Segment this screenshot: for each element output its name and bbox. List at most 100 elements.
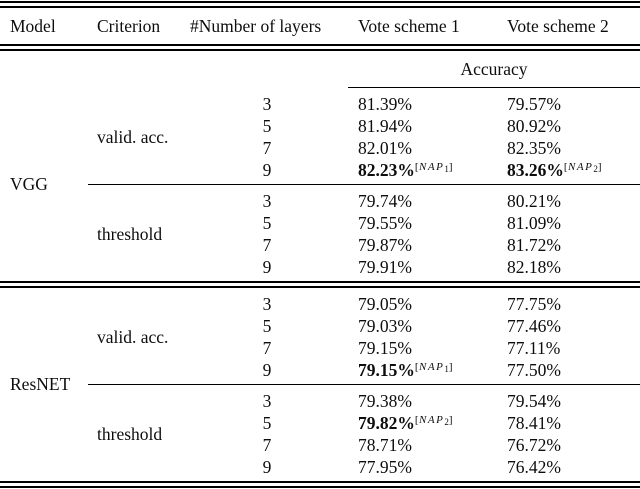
vote1-cell: 81.94% xyxy=(348,116,498,137)
accuracy-value: 79.15% xyxy=(358,359,415,380)
table-row: 9 79.15%[NAP1] 77.50% xyxy=(186,359,640,381)
table-row: 7 78.71% 76.72% xyxy=(186,434,640,456)
layers-cell: 7 xyxy=(262,137,272,158)
column-header-layers: #Number of layers xyxy=(190,15,322,36)
vote2-cell: 77.11% xyxy=(498,338,640,359)
table-row: 7 82.01% 82.35% xyxy=(186,137,640,159)
vote2-cell: 77.75% xyxy=(498,294,640,315)
vote1-cell: 79.74% xyxy=(348,191,498,212)
accuracy-value: 77.50% xyxy=(507,359,561,380)
vote1-cell: 79.05% xyxy=(348,294,498,315)
vote1-cell: 79.91% xyxy=(348,257,498,278)
accuracy-value: 82.23% xyxy=(358,159,415,180)
vote2-cell: 82.18% xyxy=(498,257,640,278)
layers-cell: 3 xyxy=(262,293,272,314)
accuracy-value: 83.26% xyxy=(507,159,564,180)
table-top-rule xyxy=(0,1,640,8)
nap-superscript: [NAP2] xyxy=(563,160,602,174)
table-row: 3 81.39% 79.57% xyxy=(186,93,640,115)
column-header-vote1: Vote scheme 1 xyxy=(358,15,460,36)
vote2-cell: 79.57% xyxy=(498,94,640,115)
accuracy-value: 79.55% xyxy=(358,212,412,233)
vote1-cell: 79.15%[NAP1] xyxy=(348,360,498,381)
vote2-cell: 82.35% xyxy=(498,138,640,159)
vote1-cell: 77.95% xyxy=(348,457,498,478)
criterion-rows: 3 79.38% 79.54% 5 79.82%[NAP2] 78.41% 7 78.71% 7… xyxy=(186,390,640,478)
layers-cell: 3 xyxy=(262,190,272,211)
accuracy-value: 77.75% xyxy=(507,293,561,314)
model-label: VGG xyxy=(10,174,48,194)
vote1-cell: 79.03% xyxy=(348,316,498,337)
table-bottom-rule xyxy=(0,481,640,488)
accuracy-value: 81.72% xyxy=(507,234,561,255)
vote1-cell: 79.38% xyxy=(348,391,498,412)
layers-cell: 7 xyxy=(262,234,272,255)
accuracy-value: 79.74% xyxy=(358,190,412,211)
criterion-label: threshold xyxy=(97,223,163,244)
accuracy-value: 82.18% xyxy=(507,256,561,277)
accuracy-value: 79.91% xyxy=(358,256,412,277)
layers-cell: 9 xyxy=(262,256,272,277)
accuracy-value: 81.39% xyxy=(358,93,412,114)
layers-cell: 5 xyxy=(262,212,272,233)
criterion-label: valid. acc. xyxy=(97,326,169,347)
column-header-vote2: Vote scheme 2 xyxy=(507,15,609,36)
header-bottom-rule xyxy=(0,44,640,51)
accuracy-value: 78.71% xyxy=(358,434,412,455)
vote2-cell: 81.72% xyxy=(498,235,640,256)
table-row: 5 79.82%[NAP2] 78.41% xyxy=(186,412,640,434)
criterion-rows: 3 79.74% 80.21% 5 79.55% 81.09% 7 79.87% 81.72% 9… xyxy=(186,190,640,278)
criterion-label: valid. acc. xyxy=(97,126,169,147)
accuracy-value: 79.57% xyxy=(507,93,561,114)
accuracy-value: 79.87% xyxy=(358,234,412,255)
accuracy-value: 77.11% xyxy=(507,337,561,358)
model-group-vgg: VGG valid. acc. 3 81.39% 79.57% 5 81.94% 80.92%… xyxy=(0,88,640,281)
accuracy-value: 79.38% xyxy=(358,390,412,411)
nap-superscript: [NAP2] xyxy=(414,413,453,427)
vote2-cell: 80.92% xyxy=(498,116,640,137)
table-row: 9 77.95% 76.42% xyxy=(186,456,640,478)
vote1-cell: 78.71% xyxy=(348,435,498,456)
table-row: 7 79.15% 77.11% xyxy=(186,337,640,359)
accuracy-spacer xyxy=(0,51,348,88)
accuracy-value: 79.15% xyxy=(358,337,412,358)
accuracy-value: 82.01% xyxy=(358,137,412,158)
accuracy-span: Accuracy xyxy=(348,51,640,88)
accuracy-value: 81.94% xyxy=(358,115,412,136)
table-row: 5 79.03% 77.46% xyxy=(186,315,640,337)
vote2-cell: 76.72% xyxy=(498,435,640,456)
nap-superscript: [NAP1] xyxy=(414,160,453,174)
criterion-rows: 3 81.39% 79.57% 5 81.94% 80.92% 7 82.01% 82.35% 9… xyxy=(186,93,640,181)
accuracy-label: Accuracy xyxy=(460,58,528,79)
vote1-cell: 79.87% xyxy=(348,235,498,256)
table-row: 5 81.94% 80.92% xyxy=(186,115,640,137)
vote1-cell: 82.23%[NAP1] xyxy=(348,160,498,181)
model-group-body: valid. acc. 3 79.05% 77.75% 5 79.03% 77.46% 7 79… xyxy=(88,288,640,481)
accuracy-value: 80.21% xyxy=(507,190,561,211)
vote1-cell: 81.39% xyxy=(348,94,498,115)
layers-cell: 7 xyxy=(262,337,272,358)
accuracy-value: 76.72% xyxy=(507,434,561,455)
vote2-cell: 77.46% xyxy=(498,316,640,337)
nap-superscript: [NAP1] xyxy=(414,360,453,374)
accuracy-value: 79.54% xyxy=(507,390,561,411)
layers-cell: 5 xyxy=(262,315,272,336)
layers-cell: 7 xyxy=(262,434,272,455)
criterion-rows: 3 79.05% 77.75% 5 79.03% 77.46% 7 79.15% 77.11% 9… xyxy=(186,293,640,381)
column-header-criterion: Criterion xyxy=(97,15,161,36)
table-row: 3 79.38% 79.54% xyxy=(186,390,640,412)
accuracy-value: 79.03% xyxy=(358,315,412,336)
accuracy-value: 81.09% xyxy=(507,212,561,233)
vote1-cell: 79.55% xyxy=(348,213,498,234)
table-header-row: Model Criterion #Number of layers Vote s… xyxy=(0,8,640,44)
model-label: ResNET xyxy=(10,374,71,394)
criterion-block: threshold 3 79.38% 79.54% 5 79.82%[NAP2] 78.41… xyxy=(88,385,640,481)
group-separator-rule xyxy=(0,281,640,288)
accuracy-value: 77.95% xyxy=(358,456,412,477)
accuracy-value: 77.46% xyxy=(507,315,561,336)
layers-cell: 9 xyxy=(262,159,272,180)
layers-cell: 3 xyxy=(262,390,272,411)
vote2-cell: 81.09% xyxy=(498,213,640,234)
accuracy-value: 78.41% xyxy=(507,412,561,433)
